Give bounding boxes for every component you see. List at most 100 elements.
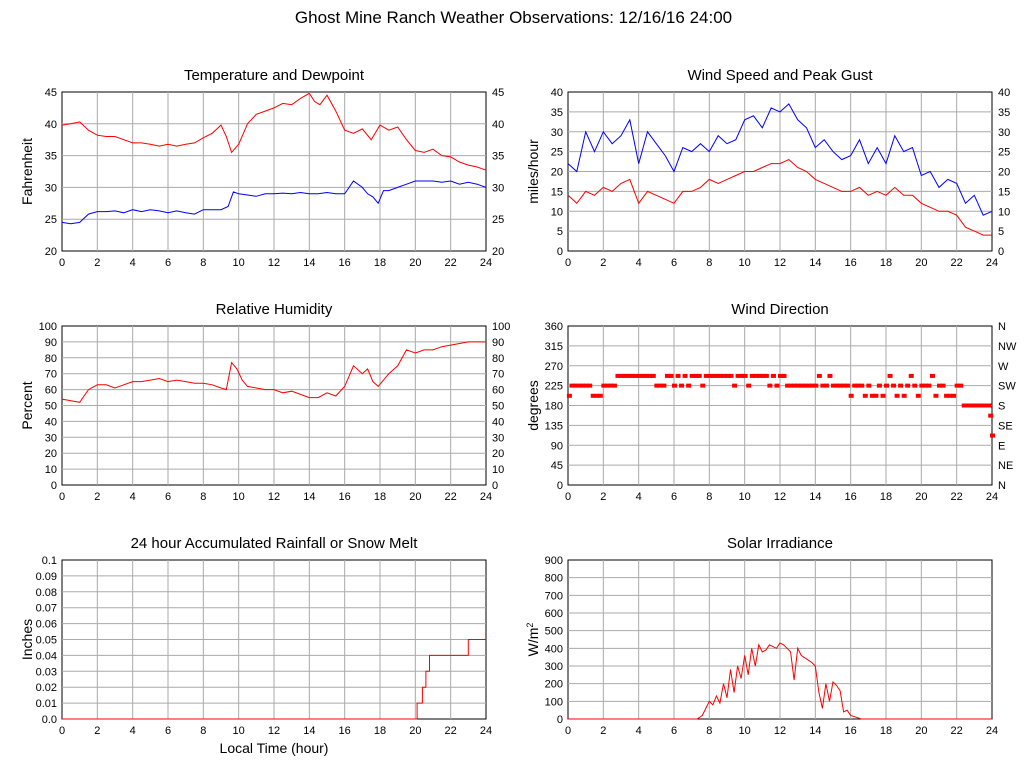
x-tick-label: 4 [636,257,642,269]
y-tick-label: 20 [45,448,57,460]
x-tick-label: 8 [200,491,206,503]
x-tick-label: 10 [739,257,751,269]
x-tick-label: 20 [915,725,927,737]
data-point [580,383,586,388]
data-point [622,373,628,378]
x-tick-label: 24 [986,725,998,737]
x-tick-label: 16 [845,491,857,503]
data-point [908,373,914,378]
y-tick-label: 500 [545,626,563,638]
x-tick-label: 12 [268,491,280,503]
y-tick-label: 10 [551,206,563,218]
y-tick-label-right: 45 [492,87,504,99]
data-point [788,383,794,388]
data-point [700,383,706,388]
data-point [664,373,670,378]
y-tick-label-right: E [998,440,1005,452]
data-point [838,383,844,388]
x-tick-label: 6 [165,257,171,269]
y-axis-label: miles/hour [525,139,541,204]
data-point [770,373,776,378]
y-tick-label-right: 25 [492,214,504,226]
series-line-2 [61,180,487,225]
y-tick-label-right: 25 [998,147,1010,159]
x-tick-label: 2 [600,257,606,269]
data-point [739,373,745,378]
y-tick-label-right: 40 [998,87,1010,99]
y-tick-label: 45 [45,87,57,99]
data-point [873,393,879,398]
y-tick-label: 25 [551,147,563,159]
x-tick-label: 8 [200,725,206,737]
y-tick-label-right: 60 [492,385,504,397]
x-tick-label: 18 [374,257,386,269]
data-point [975,403,981,408]
data-point [813,383,819,388]
y-tick-label-right: 90 [492,337,504,349]
y-tick-label-right: NE [998,460,1013,472]
y-tick-label: 35 [551,107,563,119]
series-line-1 [567,103,993,216]
y-tick-label: 100 [39,321,57,333]
y-tick-label-right: 40 [492,119,504,131]
x-tick-label: 6 [671,491,677,503]
y-tick-label-right: 10 [998,206,1010,218]
data-point [763,373,769,378]
x-tick-label: 4 [130,725,136,737]
data-point [679,383,685,388]
x-tick-label: 2 [600,725,606,737]
y-tick-label-right: 70 [492,369,504,381]
data-point [619,373,624,378]
y-tick-label-right: SW [998,381,1016,393]
y-tick-label: 0 [557,480,563,492]
y-tick-label: 0.04 [36,650,57,662]
x-tick-label: 4 [130,491,136,503]
data-point [990,433,995,438]
y-tick-label: 30 [45,182,57,194]
y-tick-label: 360 [545,321,563,333]
y-tick-label: 25 [45,214,57,226]
x-tick-label: 10 [739,725,751,737]
x-tick-label: 10 [739,491,751,503]
page-title: Ghost Mine Ranch Weather Observations: 1… [294,8,733,27]
y-tick-label: 40 [45,416,57,428]
x-tick-label: 16 [845,257,857,269]
data-point [566,393,572,398]
data-point [728,373,734,378]
y-tick-label: 225 [545,381,563,393]
data-point [675,373,681,378]
data-point [929,373,935,378]
series-line-1 [61,341,486,403]
y-tick-label: 800 [545,573,563,585]
y-tick-label-right: 50 [492,401,504,413]
data-point [905,383,911,388]
x-tick-label: 10 [233,491,245,503]
x-tick-label: 2 [94,725,100,737]
y-tick-label: 5 [557,226,563,238]
data-point [672,383,677,388]
data-point [604,383,610,388]
data-point [972,403,978,408]
series-line-1 [568,642,992,720]
y-tick-label-right: N [998,480,1006,492]
data-point [767,383,773,388]
data-point [834,383,840,388]
x-tick-label: 14 [303,725,315,737]
x-tick-label: 20 [915,491,927,503]
data-point [774,383,780,388]
y-tick-label: 300 [545,661,563,673]
x-tick-label: 24 [480,257,492,269]
y-tick-label: 0.02 [36,682,57,694]
data-point [809,383,815,388]
x-tick-label: 2 [94,257,100,269]
y-tick-label-right: 0 [492,480,498,492]
y-tick-label: 35 [45,151,57,163]
data-point [961,403,967,408]
x-tick-label: 16 [339,257,351,269]
y-tick-label-right: W [998,361,1009,373]
data-point [650,373,656,378]
x-tick-label: 10 [233,725,245,737]
y-tick-label: 0.0 [42,714,57,726]
